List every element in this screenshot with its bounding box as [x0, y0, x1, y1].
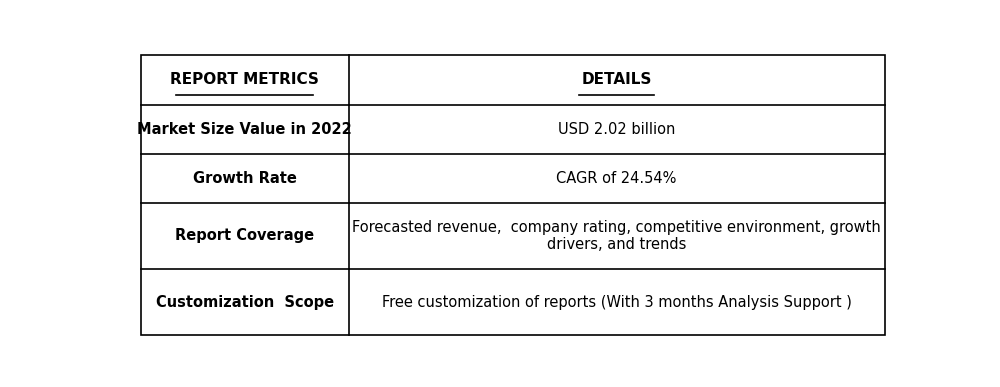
Text: REPORT METRICS: REPORT METRICS	[170, 72, 319, 87]
Text: Forecasted revenue,  company rating, competitive environment, growth
drivers, an: Forecasted revenue, company rating, comp…	[352, 220, 881, 252]
Text: Market Size Value in 2022: Market Size Value in 2022	[137, 122, 352, 137]
Text: Report Coverage: Report Coverage	[175, 228, 314, 243]
Text: Growth Rate: Growth Rate	[193, 171, 297, 186]
Text: Free customization of reports (With 3 months Analysis Support ): Free customization of reports (With 3 mo…	[382, 295, 852, 310]
Text: Customization  Scope: Customization Scope	[156, 295, 334, 310]
Text: DETAILS: DETAILS	[581, 72, 652, 87]
Text: CAGR of 24.54%: CAGR of 24.54%	[556, 171, 677, 186]
Text: USD 2.02 billion: USD 2.02 billion	[558, 122, 675, 137]
